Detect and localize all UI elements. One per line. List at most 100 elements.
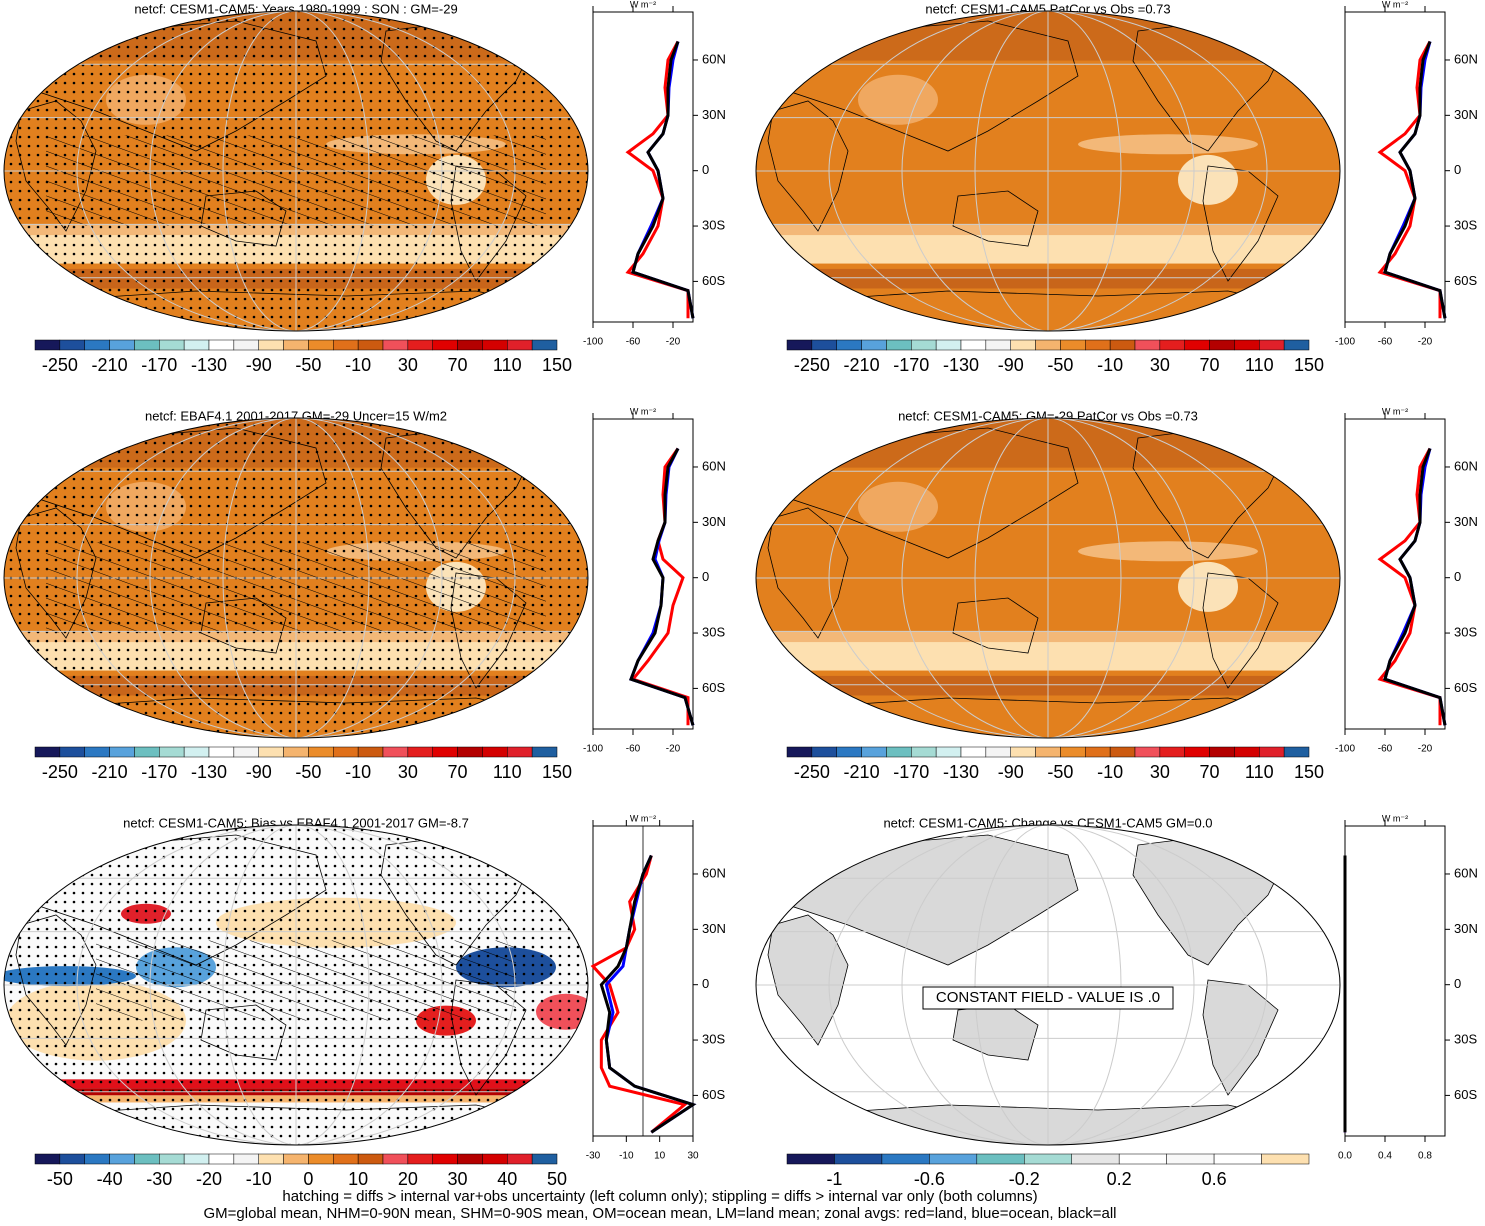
- footer-line: GM=global mean, NHM=0-90N mean, SHM=0-90…: [203, 1205, 1116, 1221]
- map-field: [1078, 541, 1258, 562]
- coastline: [15, 507, 97, 639]
- graticule: [974, 825, 1122, 1145]
- y-tick-label: 30S: [1454, 217, 1477, 232]
- colorbar-label: 70: [448, 762, 468, 782]
- x-tick-label: -100: [583, 744, 603, 755]
- colorbar-label: -10: [1097, 762, 1123, 782]
- graticule: [828, 418, 1268, 738]
- colorbar-box: [159, 1153, 185, 1165]
- colorbar-box: [59, 746, 85, 758]
- x-tick-label: -20: [666, 744, 681, 755]
- colorbar-box: [911, 339, 937, 351]
- colorbar-box: [407, 339, 433, 351]
- y-tick-label: 30N: [1454, 514, 1478, 529]
- colorbar-label: -130: [191, 355, 227, 375]
- colorbar-label: -0.6: [914, 1169, 945, 1189]
- panel-title: netcf: CESM1-CAM5: Years 1980-1999 : SON…: [134, 1, 457, 16]
- colorbar-box: [1085, 746, 1111, 758]
- map: [756, 11, 1340, 331]
- colorbar-box: [333, 1153, 359, 1165]
- colorbar-label: 30: [398, 355, 418, 375]
- colorbar-box: [886, 746, 912, 758]
- x-tick-label: -60: [626, 744, 641, 755]
- colorbar-box: [357, 746, 384, 758]
- colorbar-box: [382, 746, 409, 758]
- y-tick-label: 60N: [702, 51, 726, 66]
- colorbar-box: [1035, 746, 1061, 758]
- colorbar-box: [985, 339, 1011, 351]
- colorbar-box: [457, 1153, 483, 1165]
- colorbar-box: [159, 746, 185, 758]
- x-tick-label: -30: [586, 1151, 601, 1162]
- colorbar-label: -0.2: [1009, 1169, 1040, 1189]
- y-tick-label: 60S: [1454, 680, 1477, 695]
- colorbar-label: -40: [97, 1169, 123, 1189]
- coastline: [25, 834, 327, 966]
- colorbar-label: -90: [998, 762, 1024, 782]
- colorbar-box: [183, 746, 210, 758]
- map-border: [3, 10, 589, 332]
- colorbar-box: [861, 746, 887, 758]
- colorbar-box: [183, 339, 210, 351]
- colorbar-label: 70: [448, 355, 468, 375]
- colorbar-label: -170: [141, 355, 177, 375]
- colorbar-box: [84, 339, 110, 351]
- colorbar-box: [1134, 746, 1161, 758]
- colorbar-box: [457, 339, 483, 351]
- graticule: [828, 825, 1268, 1145]
- zonal-unit: W m⁻²: [1382, 406, 1408, 416]
- colorbar-label: -210: [92, 762, 128, 782]
- colorbar-box: [1010, 746, 1036, 758]
- colorbar-box: [59, 1153, 85, 1165]
- coastline: [767, 507, 849, 639]
- map-field: [86, 16, 146, 28]
- panel-title: netcf: CESM1-CAM5: Change vs CESM1-CAM5 …: [883, 815, 1212, 830]
- graticule: [222, 11, 370, 331]
- colorbar-label: -50: [1047, 762, 1073, 782]
- x-tick-label: 0.8: [1418, 1151, 1432, 1162]
- colorbar-box: [960, 746, 987, 758]
- colorbar-box: [786, 339, 813, 351]
- colorbar-label: -130: [943, 762, 979, 782]
- colorbar-box: [109, 339, 135, 351]
- colorbar-label: 150: [542, 762, 572, 782]
- footer-line: hatching = diffs > internal var+obs unce…: [282, 1188, 1037, 1205]
- colorbar-box: [109, 746, 135, 758]
- colorbar-label: 20: [398, 1169, 418, 1189]
- colorbar-box: [1259, 339, 1285, 351]
- graticule: [149, 825, 443, 1145]
- map-border: [755, 824, 1341, 1146]
- zonal-frame: [592, 418, 694, 730]
- colorbar-box: [1283, 339, 1310, 351]
- x-tick-label: -10: [619, 1151, 634, 1162]
- graticule: [901, 11, 1195, 331]
- colorbar-box: [59, 339, 85, 351]
- colorbar-box: [1209, 746, 1235, 758]
- colorbar-box: [258, 746, 284, 758]
- map: [4, 418, 588, 738]
- colorbar-label: -10: [1097, 355, 1123, 375]
- colorbar-box: [283, 339, 309, 351]
- x-tick-label: 0.0: [1338, 1151, 1352, 1162]
- coastline: [200, 597, 287, 654]
- coastline: [777, 427, 1079, 559]
- colorbar-label: -50: [295, 355, 321, 375]
- coastline: [450, 572, 527, 689]
- x-tick-label: -20: [1418, 337, 1433, 348]
- coastline: [15, 100, 97, 232]
- colorbar-box: [308, 746, 334, 758]
- y-tick-label: 60N: [1454, 458, 1478, 473]
- zonal-unit: W m⁻²: [630, 0, 656, 9]
- map-field: [1178, 561, 1238, 612]
- colorbar-box: [258, 339, 284, 351]
- colorbar-label: -30: [146, 1169, 172, 1189]
- colorbar-box: [482, 1153, 508, 1165]
- colorbar-box: [1184, 339, 1210, 351]
- colorbar-box: [1024, 1153, 1072, 1165]
- colorbar-box: [836, 339, 862, 351]
- colorbar-box: [357, 1153, 384, 1165]
- graticule: [149, 11, 443, 331]
- colorbar-box: [1234, 339, 1260, 351]
- colorbar-box: [208, 339, 235, 351]
